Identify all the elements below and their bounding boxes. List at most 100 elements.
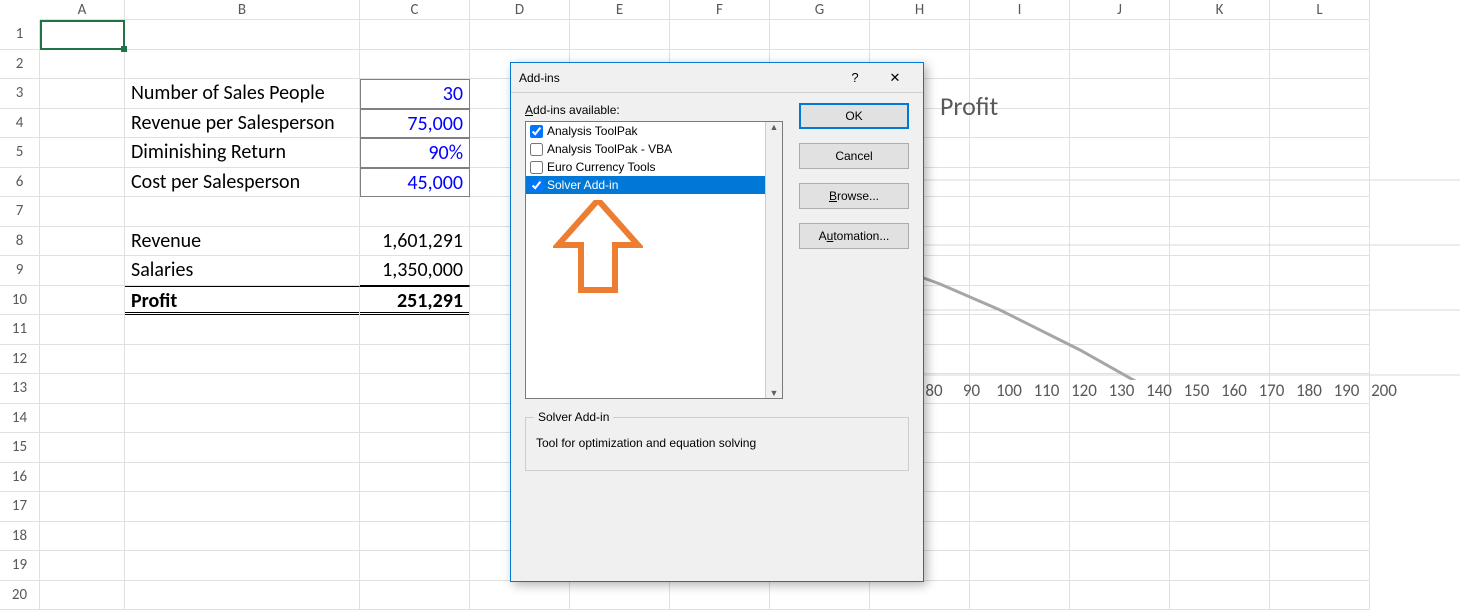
cell-I12[interactable] <box>970 345 1070 375</box>
cell-A18[interactable] <box>40 522 125 552</box>
cell-B19[interactable] <box>125 551 360 581</box>
cell-E1[interactable] <box>570 20 670 50</box>
addin-item[interactable]: Analysis ToolPak <box>526 122 765 140</box>
row-header-2[interactable]: 2 <box>0 50 40 80</box>
cell-H20[interactable] <box>870 581 970 611</box>
cell-A20[interactable] <box>40 581 125 611</box>
column-header-F[interactable]: F <box>670 0 770 20</box>
cell-J13[interactable] <box>1070 374 1170 404</box>
row-header-13[interactable]: 13 <box>0 374 40 404</box>
row-header-8[interactable]: 8 <box>0 227 40 257</box>
cell-J8[interactable] <box>1070 227 1170 257</box>
cell-K17[interactable] <box>1170 492 1270 522</box>
cell-I10[interactable] <box>970 286 1070 316</box>
cell-L12[interactable] <box>1270 345 1370 375</box>
automation-button[interactable]: Automation... <box>799 223 909 249</box>
cell-I11[interactable] <box>970 315 1070 345</box>
column-header-J[interactable]: J <box>1070 0 1170 20</box>
column-header-H[interactable]: H <box>870 0 970 20</box>
cell-I15[interactable] <box>970 433 1070 463</box>
cell-C11[interactable] <box>360 315 470 345</box>
cell-J16[interactable] <box>1070 463 1170 493</box>
row-header-1[interactable]: 1 <box>0 20 40 50</box>
cell-J18[interactable] <box>1070 522 1170 552</box>
cell-K10[interactable] <box>1170 286 1270 316</box>
row-header-7[interactable]: 7 <box>0 197 40 227</box>
cell-J12[interactable] <box>1070 345 1170 375</box>
column-header-B[interactable]: B <box>125 0 360 20</box>
cell-G20[interactable] <box>770 581 870 611</box>
cell-A15[interactable] <box>40 433 125 463</box>
cell-A2[interactable] <box>40 50 125 80</box>
cell-K3[interactable] <box>1170 79 1270 109</box>
cell-I9[interactable] <box>970 256 1070 286</box>
cell-K6[interactable] <box>1170 168 1270 198</box>
help-button[interactable]: ? <box>835 64 875 92</box>
row-header-4[interactable]: 4 <box>0 109 40 139</box>
cell-K11[interactable] <box>1170 315 1270 345</box>
column-header-L[interactable]: L <box>1270 0 1370 20</box>
row-header-5[interactable]: 5 <box>0 138 40 168</box>
cell-I3[interactable] <box>970 79 1070 109</box>
cell-A17[interactable] <box>40 492 125 522</box>
addin-item[interactable]: Solver Add-in <box>526 176 765 194</box>
cell-I17[interactable] <box>970 492 1070 522</box>
cell-A13[interactable] <box>40 374 125 404</box>
cell-A16[interactable] <box>40 463 125 493</box>
addin-checkbox[interactable] <box>530 161 543 174</box>
cell-L14[interactable] <box>1270 404 1370 434</box>
cell-J11[interactable] <box>1070 315 1170 345</box>
cell-A12[interactable] <box>40 345 125 375</box>
cell-J1[interactable] <box>1070 20 1170 50</box>
column-header-A[interactable]: A <box>40 0 125 20</box>
cell-L13[interactable] <box>1270 374 1370 404</box>
cell-L8[interactable] <box>1270 227 1370 257</box>
row-header-18[interactable]: 18 <box>0 522 40 552</box>
cell-C3[interactable]: 30 <box>360 79 470 109</box>
cell-J19[interactable] <box>1070 551 1170 581</box>
cell-I2[interactable] <box>970 50 1070 80</box>
cell-B2[interactable] <box>125 50 360 80</box>
column-header-G[interactable]: G <box>770 0 870 20</box>
cell-L11[interactable] <box>1270 315 1370 345</box>
cell-K19[interactable] <box>1170 551 1270 581</box>
cell-I18[interactable] <box>970 522 1070 552</box>
cell-A4[interactable] <box>40 109 125 139</box>
column-header-C[interactable]: C <box>360 0 470 20</box>
cell-B9[interactable]: Salaries <box>125 256 360 286</box>
cell-K20[interactable] <box>1170 581 1270 611</box>
addin-checkbox[interactable] <box>530 143 543 156</box>
cell-A8[interactable] <box>40 227 125 257</box>
cell-J14[interactable] <box>1070 404 1170 434</box>
cell-J3[interactable] <box>1070 79 1170 109</box>
cell-L20[interactable] <box>1270 581 1370 611</box>
cell-C1[interactable] <box>360 20 470 50</box>
cell-K2[interactable] <box>1170 50 1270 80</box>
cell-J7[interactable] <box>1070 197 1170 227</box>
cell-B7[interactable] <box>125 197 360 227</box>
cell-C4[interactable]: 75,000 <box>360 109 470 139</box>
cell-C5[interactable]: 90% <box>360 138 470 168</box>
cell-A11[interactable] <box>40 315 125 345</box>
addins-listbox[interactable]: Analysis ToolPakAnalysis ToolPak - VBAEu… <box>525 121 783 399</box>
row-header-17[interactable]: 17 <box>0 492 40 522</box>
cell-F20[interactable] <box>670 581 770 611</box>
cell-J2[interactable] <box>1070 50 1170 80</box>
cell-K12[interactable] <box>1170 345 1270 375</box>
cell-B4[interactable]: Revenue per Salesperson <box>125 109 360 139</box>
cell-I7[interactable] <box>970 197 1070 227</box>
cell-B20[interactable] <box>125 581 360 611</box>
cell-I16[interactable] <box>970 463 1070 493</box>
cell-I14[interactable] <box>970 404 1070 434</box>
ok-button[interactable]: OK <box>799 103 909 129</box>
cell-C19[interactable] <box>360 551 470 581</box>
cell-J20[interactable] <box>1070 581 1170 611</box>
cell-L17[interactable] <box>1270 492 1370 522</box>
cell-B11[interactable] <box>125 315 360 345</box>
cell-G1[interactable] <box>770 20 870 50</box>
column-header-K[interactable]: K <box>1170 0 1270 20</box>
cell-C14[interactable] <box>360 404 470 434</box>
row-header-16[interactable]: 16 <box>0 463 40 493</box>
cell-C18[interactable] <box>360 522 470 552</box>
addin-checkbox[interactable] <box>530 125 543 138</box>
